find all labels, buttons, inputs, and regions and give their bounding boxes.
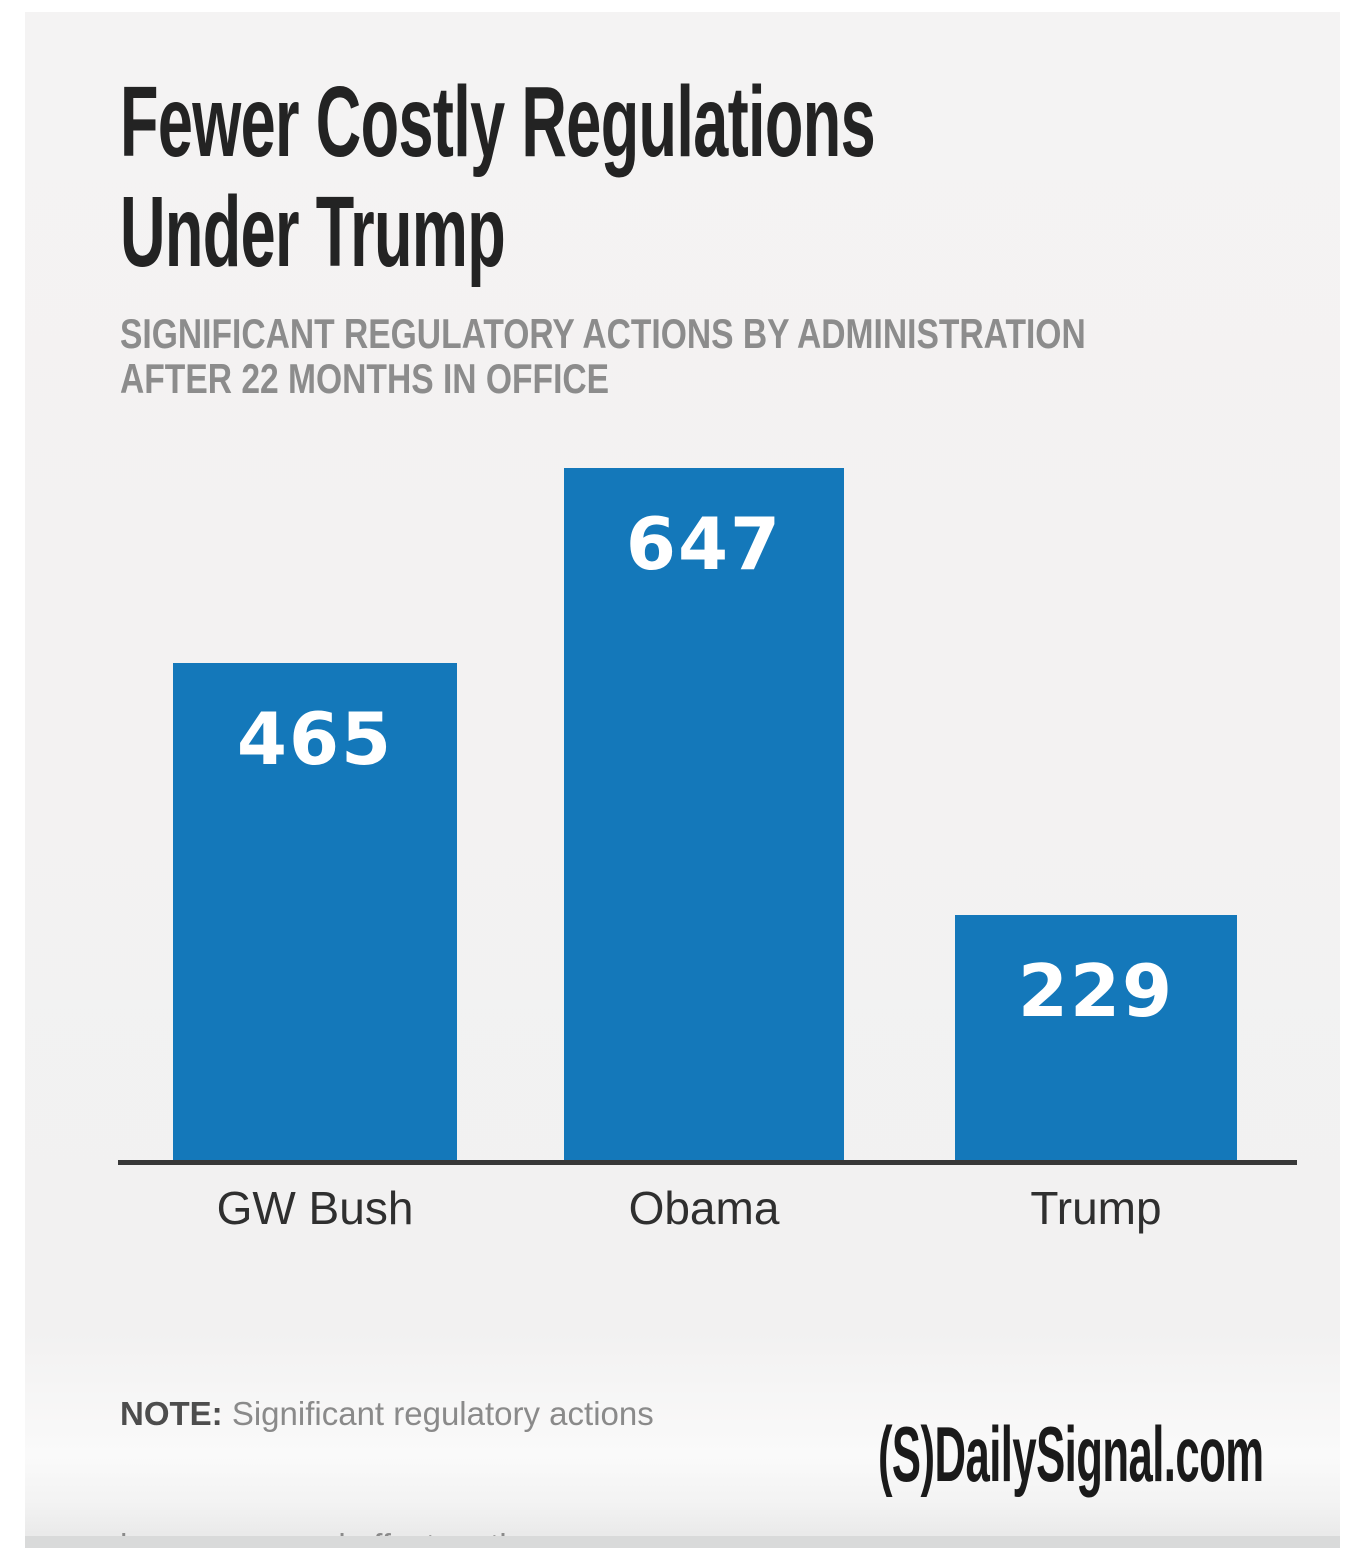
bar-value-obama: 647	[625, 502, 783, 586]
chart-subtitle-line2: AFTER 22 MONTHS IN OFFICE	[120, 355, 610, 402]
bar-obama: 647	[564, 468, 844, 1160]
bar-value-trump: 229	[1017, 949, 1175, 1033]
x-axis-line	[118, 1160, 1297, 1165]
bar-value-gw-bush: 465	[236, 697, 394, 781]
note-line1: NOTE: Significant regulatory actions	[120, 1392, 679, 1436]
chart-title-line2: Under Trump	[120, 176, 506, 288]
chart-title: Fewer Costly Regulations Under Trump	[120, 66, 876, 288]
chart-title-line1: Fewer Costly Regulations	[120, 66, 876, 178]
dailysignal-logo: (S)DailySignal.com	[878, 1414, 1264, 1494]
axis-label-trump: Trump	[1030, 1182, 1162, 1234]
note-label: NOTE:	[120, 1395, 223, 1432]
chart-subtitle: SIGNIFICANT REGULATORY ACTIONS BY ADMINI…	[120, 311, 1086, 401]
chart-subtitle-line1: SIGNIFICANT REGULATORY ACTIONS BY ADMINI…	[120, 310, 1086, 357]
logo-wordmark: DailySignal.com	[934, 1410, 1265, 1498]
axis-label-gw-bush: GW Bush	[216, 1182, 414, 1234]
logo-s-mark: (S)	[878, 1410, 935, 1498]
note-text: NOTE: Significant regulatory actions hav…	[120, 1304, 679, 1548]
bar-gw-bush: 465	[173, 663, 457, 1160]
note-line1-text: Significant regulatory actions	[222, 1395, 654, 1432]
bottom-strip	[25, 1536, 1340, 1548]
axis-label-obama: Obama	[628, 1182, 780, 1234]
bar-trump: 229	[955, 915, 1237, 1160]
chart-panel: Fewer Costly Regulations Under Trump SIG…	[25, 12, 1340, 1548]
